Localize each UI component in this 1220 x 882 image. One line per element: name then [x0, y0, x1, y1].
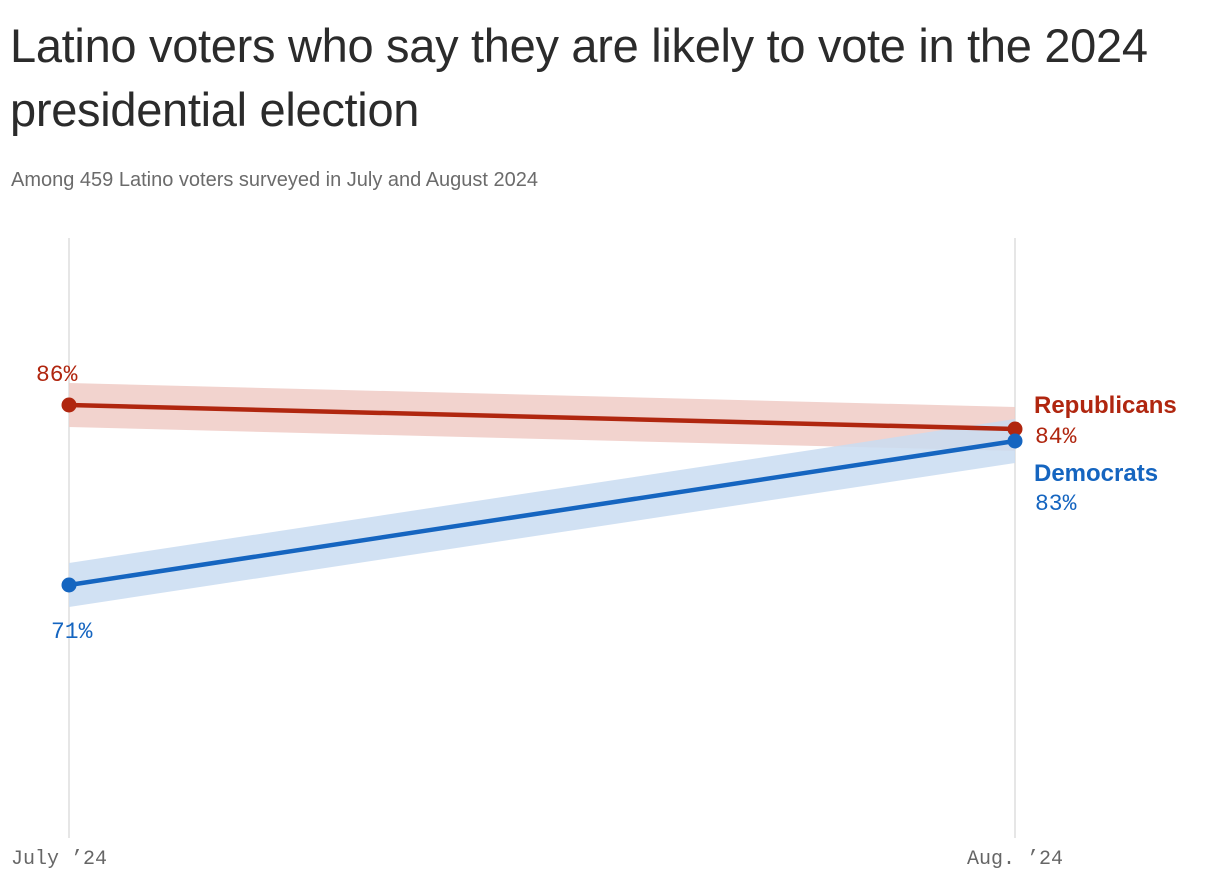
republicans-start-value-label: 86% [36, 362, 78, 388]
chart-title: Latino voters who say they are likely to… [10, 19, 1148, 136]
x-tick-label: Aug. ’24 [967, 848, 1063, 871]
republicans-series-label: Republicans [1034, 392, 1177, 419]
democrats-line [66, 438, 1018, 588]
democrats-point [61, 577, 77, 593]
republicans-end-value-label: 84% [1035, 424, 1077, 450]
data-points [61, 397, 1023, 593]
gridlines [68, 238, 1016, 838]
chart-subtitle: Among 459 Latino voters surveyed in July… [11, 169, 539, 191]
democrats-point [1007, 433, 1023, 449]
democrats-start-value-label: 71% [51, 619, 93, 645]
republicans-line [66, 402, 1018, 432]
republicans-point [1007, 421, 1023, 437]
republicans-point [61, 397, 77, 413]
x-tick-label: July ’24 [11, 848, 107, 871]
democrats-series-label: Democrats [1034, 460, 1158, 487]
x-axis-ticks: July ’24 Aug. ’24 [11, 848, 1063, 871]
data-labels: 86% 71% Republicans 84% Democrats 83% [36, 362, 1177, 645]
democrats-end-value-label: 83% [1035, 491, 1077, 517]
series-lines [66, 402, 1018, 588]
